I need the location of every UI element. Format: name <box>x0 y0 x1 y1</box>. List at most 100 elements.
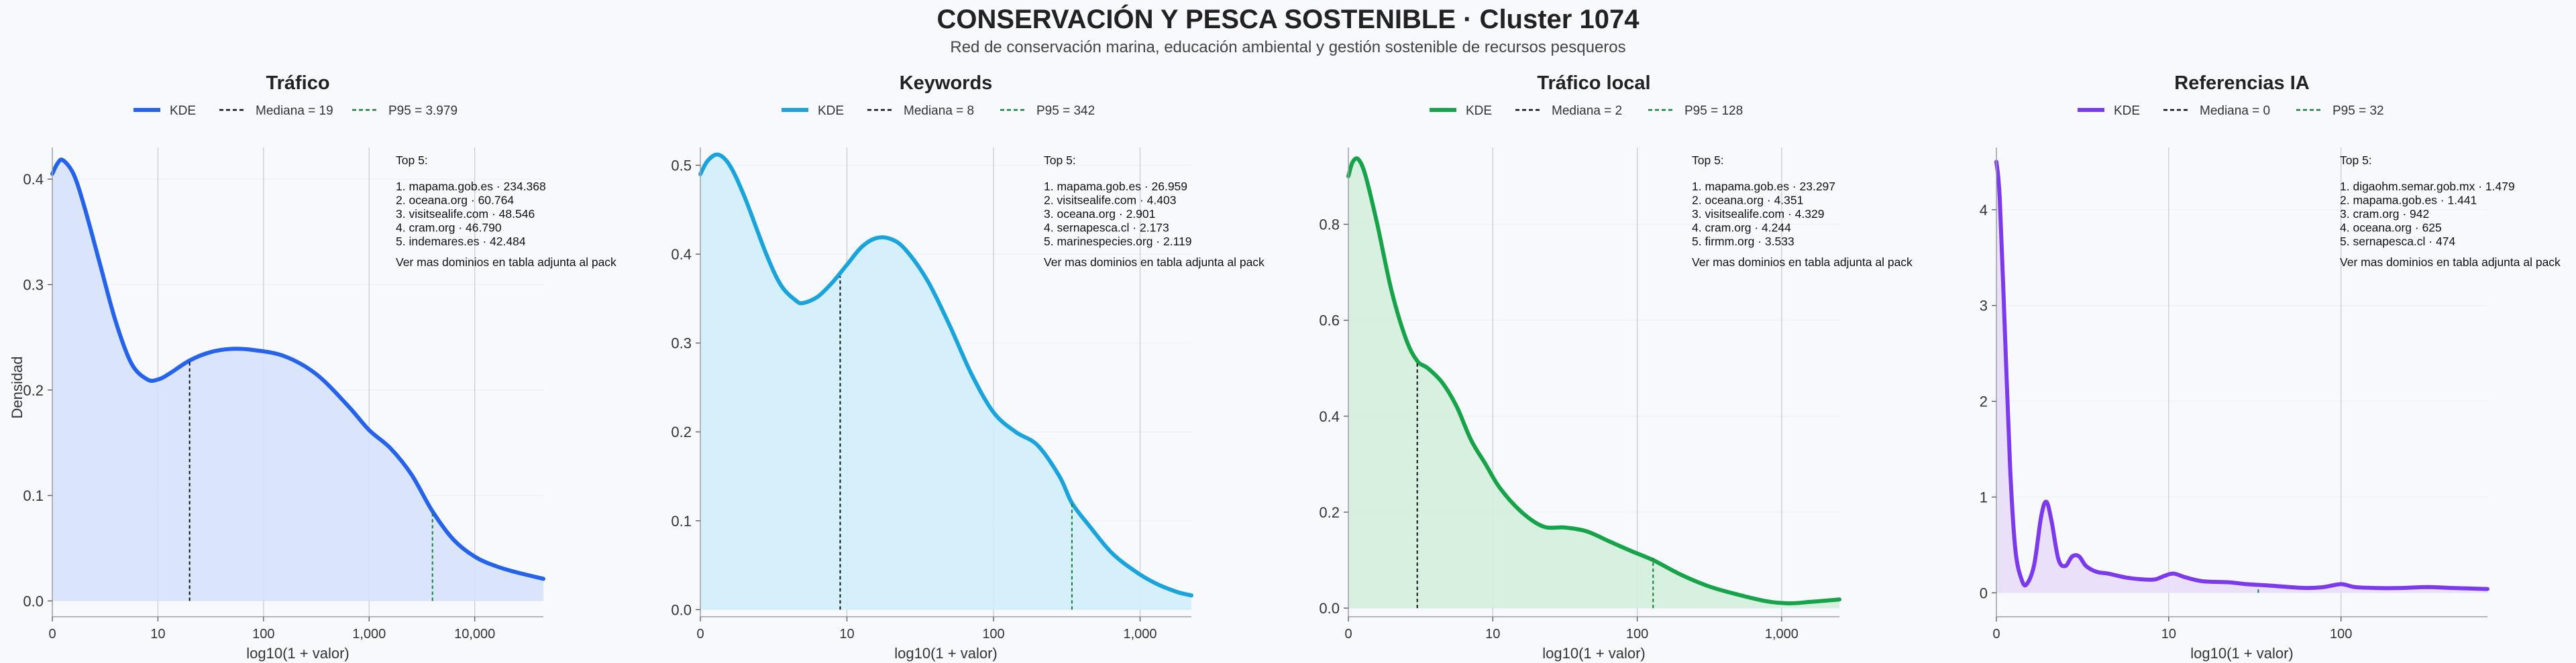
top5-item: 1. digaohm.semar.gob.mx · 1.479 <box>2340 180 2515 193</box>
legend-kde-label: KDE <box>2114 104 2140 118</box>
x-tick-label: 10 <box>839 627 854 642</box>
panel-2: Keywords KDE Mediana = 8 P95 = 342 0.0 0.1 0.2… <box>671 72 1265 662</box>
x-tick-label: 10 <box>150 627 165 642</box>
x-tick-label: 100 <box>1626 627 1648 642</box>
kde-area <box>700 154 1191 610</box>
legend-p95-label: P95 = 128 <box>1684 104 1743 118</box>
top5-item: 3. visitsealife.com · 4.329 <box>1692 207 1824 221</box>
x-axis-label: log10(1 + valor) <box>246 645 349 662</box>
top5-item: 5. indemares.es · 42.484 <box>396 235 526 248</box>
y-tick-label: 0.2 <box>671 424 692 440</box>
top5-item: 2. visitsealife.com · 4.403 <box>1044 194 1176 207</box>
y-tick-label: 0.2 <box>23 382 44 399</box>
x-tick-label: 100 <box>982 627 1004 642</box>
top5-item: 4. oceana.org · 625 <box>2340 221 2442 235</box>
panel-title: Tráfico <box>266 72 329 94</box>
top5-heading: Top 5: <box>1044 154 1076 167</box>
panel-1: Tráfico KDE Mediana = 19 P95 = 3.979 0.0 0.1 0… <box>23 72 616 662</box>
x-tick-label: 0 <box>696 627 704 642</box>
top5-item: 3. visitsealife.com · 48.546 <box>396 207 535 221</box>
y-tick-label: 0.4 <box>671 246 692 263</box>
panel-title: Tráfico local <box>1537 72 1650 94</box>
top5-item: 2. oceana.org · 4.351 <box>1692 194 1803 207</box>
x-axis-label: log10(1 + valor) <box>1542 645 1645 662</box>
top5-item: 3. cram.org · 942 <box>2340 207 2429 221</box>
legend-kde-label: KDE <box>1466 104 1492 118</box>
legend: KDE Mediana = 2 P95 = 128 <box>1430 104 1743 118</box>
y-tick-label: 0.1 <box>671 513 692 530</box>
top5-item: 5. sernapesca.cl · 474 <box>2340 235 2455 248</box>
x-axis-label: log10(1 + valor) <box>894 645 997 662</box>
legend-median-label: Mediana = 0 <box>2200 104 2270 118</box>
legend-p95-label: P95 = 32 <box>2332 104 2384 118</box>
kde-line <box>1994 160 2489 591</box>
y-tick-label: 0 <box>1980 585 1988 601</box>
top5-item: 4. cram.org · 4.244 <box>1692 221 1791 235</box>
top5-item: 4. sernapesca.cl · 2.173 <box>1044 221 1169 235</box>
y-tick-label: 0.6 <box>1319 312 1340 329</box>
panels: Tráfico KDE Mediana = 19 P95 = 3.979 0.0 0.1 0… <box>23 72 2561 662</box>
kde-line <box>1346 156 1841 606</box>
y-tick-label: 2 <box>1980 394 1988 410</box>
legend: KDE Mediana = 19 P95 = 3.979 <box>133 104 458 118</box>
top5-heading: Top 5: <box>396 154 428 167</box>
x-tick-label: 0 <box>48 627 56 642</box>
x-tick-label: 1,000 <box>1765 627 1799 642</box>
top5-item: 4. cram.org · 46.790 <box>396 221 502 235</box>
top5-item: 3. oceana.org · 2.901 <box>1044 207 1155 221</box>
top5-item: 1. mapama.gob.es · 234.368 <box>396 180 546 193</box>
panel-4: Referencias IA KDE Mediana = 0 P95 = 32 0 1 2 3… <box>1980 72 2561 662</box>
top5-footer: Ver mas dominios en tabla adjunta al pac… <box>2340 255 2561 269</box>
x-tick-label: 10 <box>2161 627 2176 642</box>
y-tick-label: 0.3 <box>23 276 44 293</box>
y-tick-label: 0.3 <box>671 335 692 352</box>
y-tick-label: 0.1 <box>23 487 44 504</box>
y-tick-label: 0.5 <box>671 158 692 174</box>
top5-item: 2. oceana.org · 60.764 <box>396 194 514 207</box>
legend: KDE Mediana = 8 P95 = 342 <box>782 104 1095 118</box>
top5-footer: Ver mas dominios en tabla adjunta al pac… <box>1692 255 1913 269</box>
kde-line <box>50 158 545 581</box>
kde-line <box>698 152 1193 598</box>
top5-item: 2. mapama.gob.es · 1.441 <box>2340 194 2477 207</box>
legend-median-label: Mediana = 2 <box>1552 104 1622 118</box>
top5-item: 5. marinespecies.org · 2.119 <box>1044 235 1192 248</box>
kde-area <box>1996 162 2487 593</box>
y-tick-label: 0.2 <box>1319 504 1340 521</box>
y-tick-label: 3 <box>1980 298 1988 314</box>
y-axis-label: Densidad <box>9 357 25 419</box>
legend: KDE Mediana = 0 P95 = 32 <box>2078 104 2384 118</box>
x-tick-label: 1,000 <box>352 627 386 642</box>
figure-title: CONSERVACIÓN Y PESCA SOSTENIBLE · Cluste… <box>937 3 1640 34</box>
panel-3: Tráfico local KDE Mediana = 2 P95 = 128 0.0 0… <box>1319 72 1913 662</box>
top5-item: 1. mapama.gob.es · 23.297 <box>1692 180 1835 193</box>
x-tick-label: 0 <box>1344 627 1352 642</box>
x-tick-label: 0 <box>1992 627 2000 642</box>
legend-p95-label: P95 = 342 <box>1036 104 1095 118</box>
legend-p95-label: P95 = 3.979 <box>388 104 458 118</box>
legend-kde-label: KDE <box>818 104 844 118</box>
top5-heading: Top 5: <box>2340 154 2372 167</box>
y-tick-label: 0.0 <box>671 601 692 618</box>
panel-title: Referencias IA <box>2174 72 2310 94</box>
top5-item: 5. firmm.org · 3.533 <box>1692 235 1794 248</box>
y-tick-label: 0.0 <box>23 593 44 609</box>
legend-kde-label: KDE <box>170 104 196 118</box>
y-tick-label: 0.8 <box>1319 217 1340 233</box>
top5-footer: Ver mas dominios en tabla adjunta al pac… <box>396 255 616 269</box>
y-tick-label: 0.4 <box>23 171 44 188</box>
panel-title: Keywords <box>900 72 993 94</box>
x-tick-label: 1,000 <box>1123 627 1157 642</box>
y-tick-label: 1 <box>1980 489 1988 505</box>
legend-median-label: Mediana = 19 <box>256 104 333 118</box>
x-axis-label: log10(1 + valor) <box>2190 645 2293 662</box>
x-tick-label: 10 <box>1485 627 1500 642</box>
legend-median-label: Mediana = 8 <box>904 104 974 118</box>
y-tick-label: 0.0 <box>1319 600 1340 617</box>
top5-footer: Ver mas dominios en tabla adjunta al pac… <box>1044 255 1265 269</box>
figure-subtitle: Red de conservación marina, educación am… <box>950 38 1625 56</box>
